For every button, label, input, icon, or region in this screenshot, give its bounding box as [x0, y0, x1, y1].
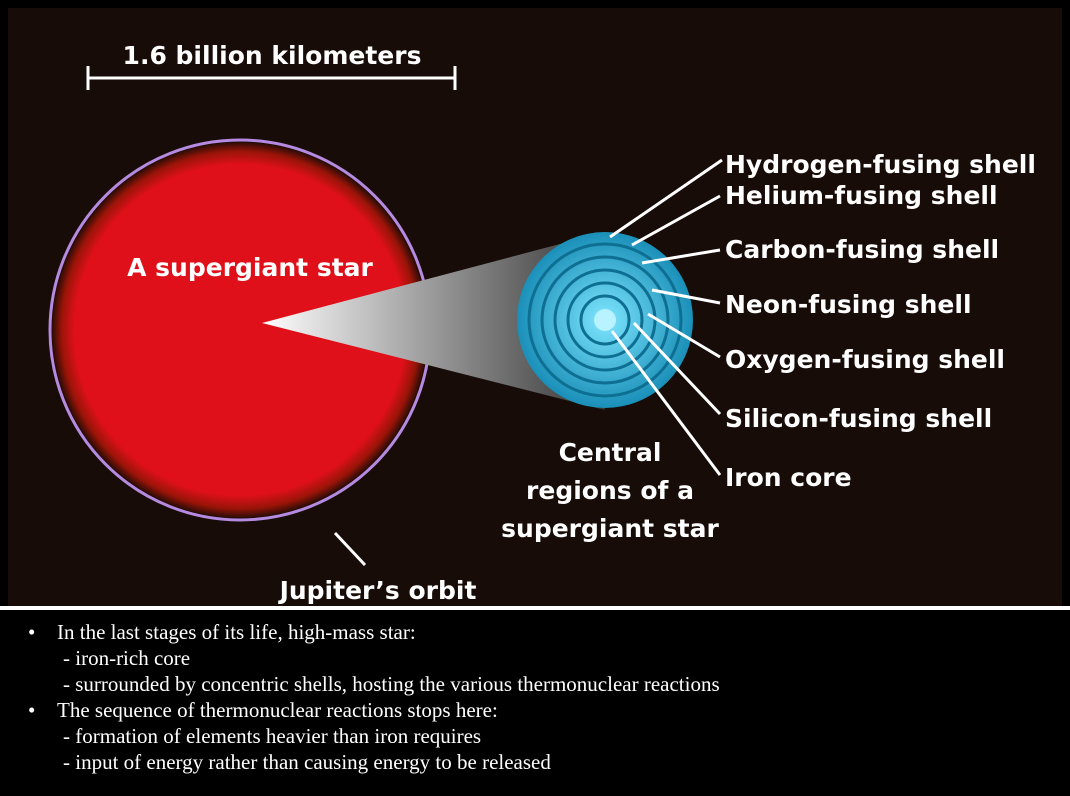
separator	[0, 606, 1070, 610]
orbit-label: Jupiter’s orbit	[278, 576, 477, 605]
scale-label: 1.6 billion kilometers	[123, 41, 422, 70]
pointer	[333, 531, 367, 567]
core-rings	[517, 232, 693, 408]
sub-item: - surrounded by concentric shells, hosti…	[63, 672, 720, 696]
shell-label: Carbon-fusing shell	[725, 235, 999, 264]
shell-label: Hydrogen-fusing shell	[725, 150, 1036, 179]
bullet: In the last stages of its life, high-mas…	[0, 619, 1070, 697]
bullets: In the last stages of its life, high-mas…	[0, 619, 1070, 775]
diagram: 1.6 billion kilometers A supergiant star…	[0, 8, 1070, 610]
central-label: Central	[559, 438, 662, 467]
shell-label: Silicon-fusing shell	[725, 404, 992, 433]
shell-label: Oxygen-fusing shell	[725, 345, 1005, 374]
scale-bar	[86, 66, 457, 90]
bullet: The sequence of thermonuclear reactions …	[0, 697, 1070, 775]
cone	[262, 232, 605, 410]
shell-label: Neon-fusing shell	[725, 290, 972, 319]
shell-label: Helium-fusing shell	[725, 181, 998, 210]
sub-item: - iron-rich core	[63, 646, 191, 670]
star-label: A supergiant star	[127, 253, 373, 282]
bullet-text: The sequence of thermonuclear reactions …	[57, 698, 498, 722]
star	[52, 142, 428, 518]
sub-item: - formation of elements heavier than iro…	[63, 724, 482, 748]
bullet-text: In the last stages of its life, high-mas…	[57, 620, 416, 644]
central-label: supergiant star	[501, 514, 719, 543]
pointers	[609, 158, 723, 476]
sub-item: - input of energy rather than causing en…	[63, 750, 551, 774]
shell-label: Iron core	[725, 463, 852, 492]
central-label: regions of a	[526, 476, 694, 505]
